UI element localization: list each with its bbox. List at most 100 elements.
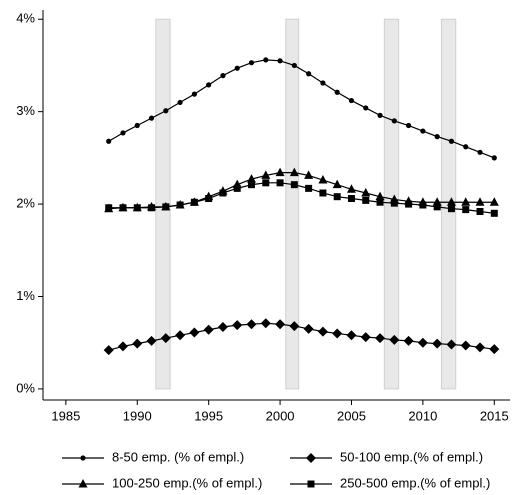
y-tick-label: 3%: [16, 103, 35, 118]
x-tick-label: 2010: [408, 408, 437, 423]
marker: [376, 198, 384, 206]
marker: [289, 321, 300, 332]
marker: [163, 108, 169, 114]
marker: [78, 479, 88, 488]
marker: [291, 62, 297, 69]
marker: [148, 115, 155, 121]
marker: [489, 344, 500, 355]
marker: [277, 58, 283, 64]
marker: [475, 342, 486, 353]
marker: [219, 189, 227, 197]
marker: [334, 89, 340, 95]
marker: [363, 105, 369, 111]
marker: [133, 204, 141, 212]
marker: [262, 179, 270, 187]
marker: [375, 333, 386, 344]
marker: [460, 340, 471, 351]
marker: [433, 203, 441, 211]
marker: [375, 191, 385, 201]
marker: [307, 480, 315, 488]
marker: [406, 122, 412, 129]
marker: [261, 170, 271, 179]
marker: [403, 335, 414, 346]
marker: [446, 197, 456, 206]
marker: [217, 321, 228, 332]
marker: [434, 134, 440, 140]
series-line: [108, 322, 495, 351]
y-tick-label: 0%: [16, 380, 35, 395]
marker: [491, 155, 497, 161]
marker: [447, 205, 455, 213]
marker: [275, 167, 285, 177]
marker: [203, 324, 214, 335]
series-line: [108, 182, 495, 214]
marker: [489, 197, 499, 206]
x-tick-label: 2000: [266, 408, 295, 423]
marker: [389, 334, 400, 345]
marker: [461, 197, 471, 206]
marker: [405, 200, 413, 208]
marker: [80, 455, 86, 461]
marker: [417, 337, 428, 348]
marker: [419, 201, 427, 209]
y-tick-label: 4%: [16, 11, 35, 26]
marker: [377, 112, 383, 118]
marker: [132, 338, 143, 349]
marker: [348, 97, 355, 104]
marker: [346, 330, 357, 341]
shaded-period: [285, 18, 300, 390]
marker: [205, 195, 213, 203]
marker: [361, 187, 371, 197]
marker: [119, 204, 127, 212]
marker: [347, 195, 355, 203]
marker: [160, 333, 171, 344]
marker: [189, 327, 200, 338]
marker: [191, 91, 197, 97]
marker: [263, 57, 269, 63]
marker: [306, 453, 316, 463]
marker: [391, 118, 397, 124]
marker: [290, 181, 298, 189]
marker: [106, 138, 112, 144]
marker: [303, 323, 314, 334]
marker: [148, 204, 156, 212]
marker: [317, 326, 328, 337]
marker: [477, 149, 483, 155]
marker: [103, 345, 114, 356]
marker: [275, 319, 286, 330]
marker: [362, 196, 370, 204]
marker: [304, 170, 314, 179]
marker: [146, 335, 157, 346]
marker: [232, 320, 243, 331]
marker: [360, 332, 371, 343]
x-tick-label: 2005: [337, 408, 366, 423]
legend-label: 100-250 emp.(% of empl.): [112, 475, 262, 490]
x-tick-label: 1990: [123, 408, 152, 423]
legend-label: 8-50 emp. (% of empl.): [112, 449, 244, 464]
legend-label: 250-500 emp.(% of empl.): [340, 475, 490, 490]
marker: [306, 71, 312, 77]
marker: [319, 189, 327, 197]
marker: [248, 181, 256, 189]
marker: [420, 128, 426, 134]
marker: [176, 201, 184, 209]
marker: [175, 330, 186, 341]
y-tick-label: 1%: [16, 288, 35, 303]
x-tick-label: 1985: [51, 408, 80, 423]
marker: [332, 179, 342, 189]
legend-label: 50-100 emp.(% of empl.): [340, 449, 483, 464]
marker: [289, 167, 299, 177]
marker: [462, 206, 470, 214]
marker: [432, 338, 443, 349]
marker: [476, 207, 484, 215]
marker: [120, 130, 126, 136]
marker: [260, 318, 271, 329]
marker: [233, 184, 241, 192]
x-tick-label: 1995: [194, 408, 223, 423]
marker: [332, 328, 343, 339]
marker: [320, 80, 326, 86]
marker: [390, 199, 398, 207]
marker: [177, 99, 183, 106]
y-tick-label: 2%: [16, 196, 35, 211]
